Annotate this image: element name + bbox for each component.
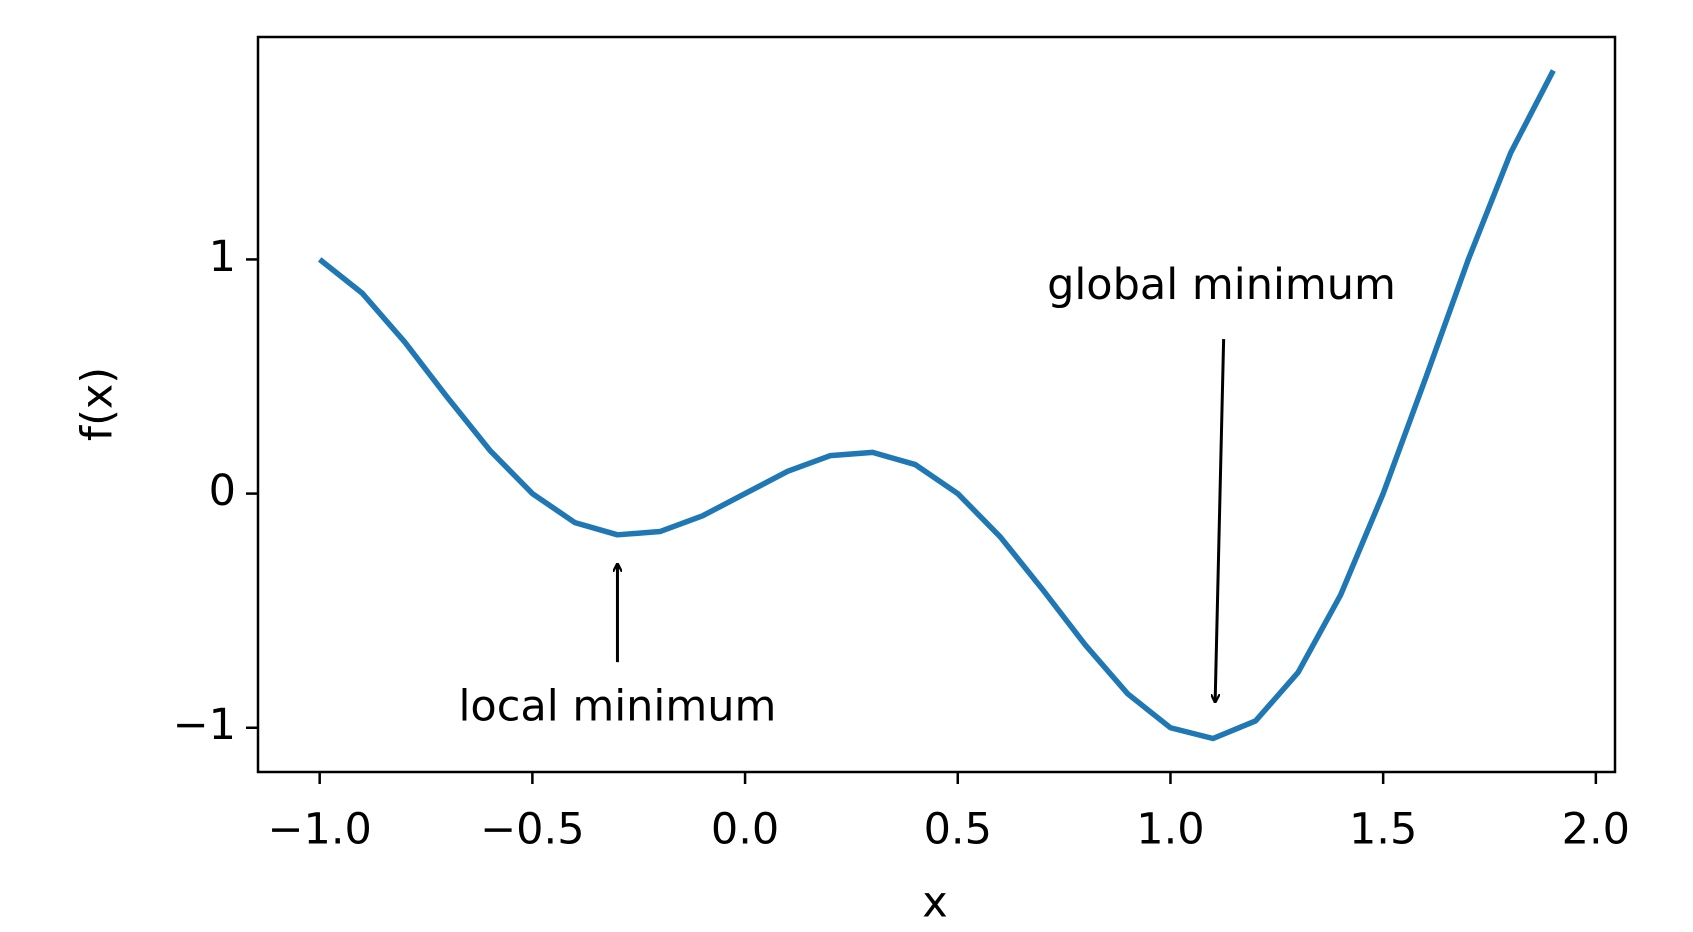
x-tick-label: 1.5 [1349, 805, 1417, 855]
x-axis-label: x [922, 878, 947, 928]
x-tick-label: −0.5 [480, 805, 584, 855]
y-axis-label: f(x) [73, 367, 123, 441]
x-tick-label: 0.5 [924, 805, 992, 855]
annotation: local minimum [458, 682, 776, 732]
data-line [317, 69, 1556, 742]
annotation: global minimum [1047, 260, 1396, 310]
annotation-arrow [1215, 339, 1226, 702]
x-tick-label: 0.0 [711, 805, 779, 855]
plot-frame [256, 35, 1617, 774]
x-tick-label: 1.0 [1136, 805, 1204, 855]
y-tick-label: 1 [209, 232, 236, 282]
y-tick-label: −1 [173, 700, 236, 750]
x-tick-label: −1.0 [267, 805, 371, 855]
y-tick-label: 0 [209, 466, 236, 516]
x-tick-label: 2.0 [1562, 805, 1630, 855]
